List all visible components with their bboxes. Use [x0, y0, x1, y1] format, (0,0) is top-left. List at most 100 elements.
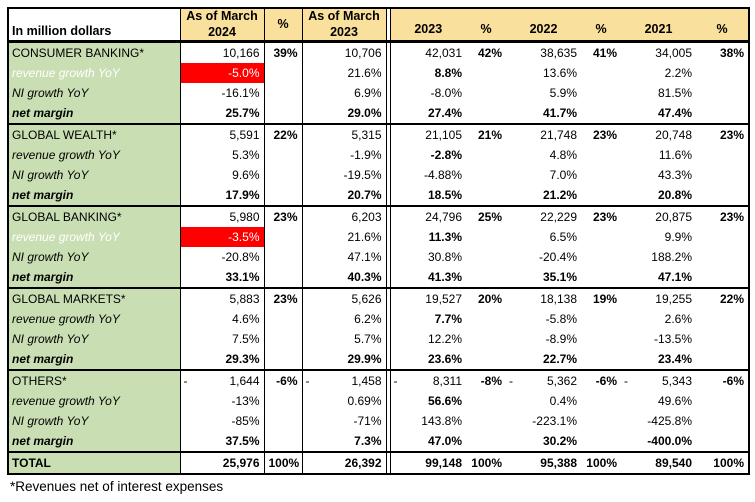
cell-pct-2022: 100%: [581, 451, 621, 475]
col-header-pct-2021: %: [696, 8, 749, 44]
cell-mar-2023: 5,626: [301, 287, 387, 310]
cell-pct-2023: [466, 83, 506, 103]
cell-pct-2022: [581, 185, 621, 206]
cell-2021: 9.9%: [664, 230, 692, 245]
table-title: In million dollars: [8, 8, 180, 44]
cell-mar-2024: 17.9%: [179, 185, 265, 207]
cell-pct-mar-2024: [263, 391, 303, 412]
table-row: GLOBAL MARKETS* 5,883 23% 5,626 19,527 20% 18,…: [8, 287, 749, 310]
cell-pct-2023: [466, 329, 506, 349]
cell-pct-mar-2024: [263, 227, 303, 248]
cell-2022: 30.2%: [542, 434, 577, 449]
cell-mar-2024: 25,976: [179, 451, 265, 475]
cell-pct-mar-2024: [263, 329, 303, 350]
block-divider: [385, 267, 391, 289]
cell-pct-2022: [581, 103, 621, 124]
cell-2021: 19,255: [621, 287, 696, 310]
table-row: net margin 29.3% 29.9% 23.6% 22.7% 23.4%: [8, 349, 749, 371]
cell-pct-2021: -6%: [696, 369, 749, 392]
cell-2023: 18.5%: [427, 188, 462, 203]
cell-pct-2022: [581, 165, 621, 185]
cell-2021: 81.5%: [657, 86, 692, 101]
cell-2023: 42,031: [390, 40, 466, 64]
cell-pct-2021: [696, 267, 749, 288]
row-label: OTHERS*: [8, 369, 181, 392]
row-label: NI growth YoY: [8, 411, 181, 432]
table-row: NI growth YoY -20.8% 47.1% 30.8% -20.4% 188.2…: [8, 247, 749, 268]
block-divider: [385, 431, 391, 453]
block-divider: [385, 309, 391, 330]
cell-2021: -425.8%: [647, 414, 692, 429]
cell-2021: 188.2%: [651, 250, 692, 265]
cell-mar-2024: 5,980: [179, 205, 265, 228]
cell-2023: -8.0%: [430, 86, 462, 101]
cell-pct-mar-2024: [263, 103, 303, 125]
cell-mar-2023: 26,392: [301, 451, 387, 475]
cell-2022: 95,388: [506, 451, 581, 475]
segment-results-table: In million dollars As of March 2024 % As …: [7, 7, 750, 476]
cell-2021: 11.6%: [658, 148, 692, 163]
block-divider: [385, 349, 391, 371]
cell-mar-2023: 29.0%: [301, 103, 387, 125]
cell-2022: 35.1%: [542, 270, 577, 285]
block-divider: [385, 227, 391, 248]
cell-2021: 2.6%: [664, 312, 692, 327]
table-row: NI growth YoY 7.5% 5.7% 12.2% -8.9% -13.5%: [8, 329, 749, 350]
cell-pct-mar-2024: [263, 349, 303, 371]
table-row: net margin 33.1% 40.3% 41.3% 35.1% 47.1%: [8, 267, 749, 289]
cell-pct-2022: 23%: [581, 205, 621, 228]
cell-pct-2022: [581, 83, 621, 103]
accounting-minus: -: [183, 374, 188, 389]
cell-pct-2021: [696, 411, 749, 431]
cell-pct-2023: [466, 185, 506, 206]
row-label: net margin: [8, 431, 181, 453]
row-label: revenue growth YoY: [8, 63, 181, 84]
row-label: NI growth YoY: [8, 247, 181, 268]
table-row: net margin 17.9% 20.7% 18.5% 21.2% 20.8%: [8, 185, 749, 207]
cell-pct-2023: [466, 227, 506, 247]
col-header-2022: 2022: [506, 8, 581, 44]
block-divider: [385, 145, 391, 166]
cell-pct-2021: 23%: [696, 123, 749, 146]
footnote: *Revenues net of interest expenses: [10, 479, 224, 495]
cell-pct-mar-2024: [263, 309, 303, 330]
cell-mar-2023: -19.5%: [301, 165, 387, 186]
col-header-pct-2023: %: [466, 8, 506, 44]
block-divider: [385, 247, 391, 268]
accounting-minus: -: [509, 374, 513, 389]
cell-mar-2024: 10,166: [179, 40, 265, 64]
cell-pct-mar-2024: 39%: [263, 40, 303, 64]
cell-pct-2021: [696, 247, 749, 267]
cell-mar-2023: 47.1%: [301, 247, 387, 268]
header-row: In million dollars As of March 2024 % As …: [8, 8, 749, 44]
cell-2022: -5,362: [506, 369, 581, 392]
cell-2021: 23.4%: [657, 352, 692, 367]
cell-pct-2021: 38%: [696, 40, 749, 64]
col-header-mar-2023: As of March 2023: [301, 8, 387, 44]
row-label: net margin: [8, 103, 181, 125]
col-header-pct-2022: %: [581, 8, 621, 44]
cell-2022: -8.9%: [545, 332, 577, 347]
cell-mar-2023: -1.9%: [301, 145, 387, 166]
cell-pct-2023: 42%: [466, 40, 506, 64]
cell-pct-2023: -8%: [466, 369, 506, 392]
block-divider: [385, 103, 391, 125]
cell-pct-mar-2024: [263, 145, 303, 166]
cell-pct-mar-2024: [263, 185, 303, 207]
row-label: revenue growth YoY: [8, 227, 181, 248]
cell-pct-mar-2024: [263, 431, 303, 453]
cell-2023: 47.0%: [427, 434, 462, 449]
cell-pct-mar-2024: 22%: [263, 123, 303, 146]
cell-pct-2021: [696, 185, 749, 206]
cell-mar-2023: 6.2%: [301, 309, 387, 330]
cell-2021: 2.2%: [664, 66, 692, 81]
cell-2023: 23.6%: [427, 352, 462, 367]
header-line: 2023: [330, 24, 358, 39]
cell-mar-2024: -85%: [179, 411, 265, 432]
cell-pct-2023: [466, 63, 506, 83]
row-label: net margin: [8, 267, 181, 289]
cell-pct-2022: [581, 267, 621, 288]
cell-2023: 12.2%: [427, 332, 462, 347]
cell-mar-2024: -20.8%: [179, 247, 265, 268]
cell-mar-2024: 5,883: [179, 287, 265, 310]
